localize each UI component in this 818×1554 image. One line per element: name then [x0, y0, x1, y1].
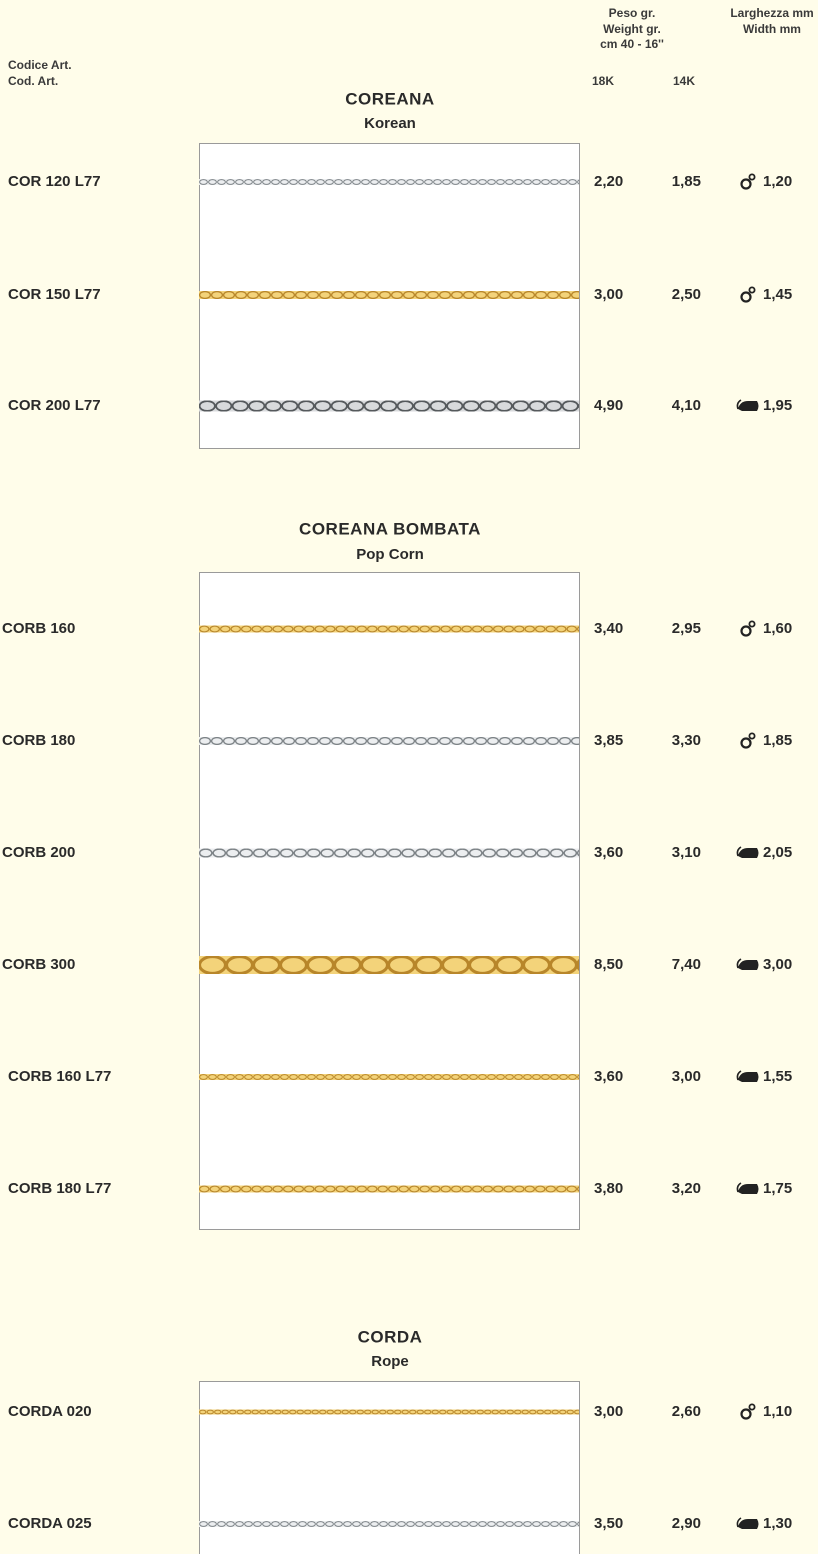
clasp-icon	[736, 1182, 759, 1194]
weight-label-en: Weight gr.	[603, 22, 661, 36]
chain-image	[199, 179, 579, 185]
width-mm: 1,60	[763, 620, 792, 637]
width-mm: 1,85	[763, 732, 792, 749]
weight-14k: 2,50	[672, 286, 701, 303]
chain-image	[199, 956, 579, 974]
section-subtitle: Pop Corn	[356, 546, 424, 563]
section-subtitle: Rope	[371, 1353, 409, 1370]
weight-14k: 3,10	[672, 844, 701, 861]
width-mm: 1,95	[763, 397, 792, 414]
karat-18-label: 18K	[592, 74, 614, 88]
chain-image	[199, 291, 579, 299]
weight-14k: 2,95	[672, 620, 701, 637]
section-title: COREANA BOMBATA	[299, 519, 481, 538]
section-subtitle: Korean	[364, 115, 416, 132]
width-label-en: Width mm	[743, 22, 801, 36]
article-code: CORDA 020	[8, 1403, 92, 1420]
weight-18k: 3,60	[594, 1068, 623, 1085]
chain-image	[199, 400, 579, 412]
weight-14k: 7,40	[672, 956, 701, 973]
clasp-icon	[736, 958, 759, 970]
width-mm: 3,00	[763, 956, 792, 973]
weight-18k: 2,20	[594, 173, 623, 190]
weight-14k: 4,10	[672, 397, 701, 414]
code-label-en: Cod. Art.	[8, 74, 58, 88]
article-code: COR 200 L77	[8, 397, 101, 414]
clasp-icon	[736, 1517, 759, 1529]
article-code: CORB 300	[2, 956, 75, 973]
section-title: COREANA	[345, 89, 434, 108]
width-mm: 1,75	[763, 1180, 792, 1197]
width-mm: 1,55	[763, 1068, 792, 1085]
weight-18k: 3,80	[594, 1180, 623, 1197]
weight-18k: 4,90	[594, 397, 623, 414]
weight-14k: 2,60	[672, 1403, 701, 1420]
weight-14k: 2,90	[672, 1515, 701, 1532]
width-mm: 2,05	[763, 844, 792, 861]
weight-18k: 8,50	[594, 956, 623, 973]
image-box	[199, 572, 580, 1230]
clasp-icon	[740, 1403, 756, 1420]
article-code: COR 120 L77	[8, 173, 101, 190]
article-code: CORB 200	[2, 844, 75, 861]
article-code: CORB 180 L77	[8, 1180, 111, 1197]
weight-18k: 3,00	[594, 1403, 623, 1420]
weight-14k: 3,00	[672, 1068, 701, 1085]
clasp-icon	[740, 286, 756, 303]
width-mm: 1,20	[763, 173, 792, 190]
code-label-it: Codice Art.	[8, 58, 72, 72]
length-label: cm 40 - 16''	[600, 37, 664, 51]
clasp-icon	[740, 620, 756, 637]
weight-18k: 3,85	[594, 732, 623, 749]
article-code: CORDA 025	[8, 1515, 92, 1532]
article-code: COR 150 L77	[8, 286, 101, 303]
width-mm: 1,45	[763, 286, 792, 303]
width-mm: 1,30	[763, 1515, 792, 1532]
article-code: CORB 160 L77	[8, 1068, 111, 1085]
image-box	[199, 1381, 580, 1554]
clasp-icon	[740, 173, 756, 190]
weight-label-it: Peso gr.	[609, 6, 656, 20]
weight-14k: 1,85	[672, 173, 701, 190]
chain-image	[199, 1521, 579, 1527]
chain-image	[199, 737, 579, 745]
chain-image	[199, 848, 579, 858]
karat-14-label: 14K	[673, 74, 695, 88]
clasp-icon	[736, 399, 759, 411]
section-title: CORDA	[358, 1327, 423, 1346]
chain-image	[199, 625, 579, 633]
chain-image	[199, 1074, 579, 1080]
chain-image	[199, 1185, 579, 1193]
chain-image	[199, 1409, 579, 1415]
weight-18k: 3,40	[594, 620, 623, 637]
article-code: CORB 180	[2, 732, 75, 749]
clasp-icon	[740, 732, 756, 749]
weight-14k: 3,20	[672, 1180, 701, 1197]
weight-18k: 3,00	[594, 286, 623, 303]
weight-14k: 3,30	[672, 732, 701, 749]
weight-18k: 3,60	[594, 844, 623, 861]
clasp-icon	[736, 846, 759, 858]
clasp-icon	[736, 1070, 759, 1082]
article-code: CORB 160	[2, 620, 75, 637]
width-mm: 1,10	[763, 1403, 792, 1420]
weight-18k: 3,50	[594, 1515, 623, 1532]
width-label-it: Larghezza mm	[730, 6, 813, 20]
